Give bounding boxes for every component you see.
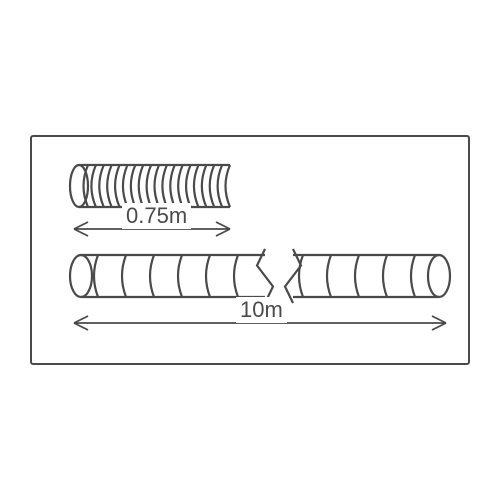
compressed-hose xyxy=(70,165,230,207)
diagram-container: 0.75m 10m xyxy=(20,120,480,380)
compressed-length-label: 0.75m xyxy=(122,203,191,229)
extended-length-label: 10m xyxy=(236,297,287,323)
extended-hose xyxy=(70,249,450,303)
technical-diagram xyxy=(30,135,470,365)
